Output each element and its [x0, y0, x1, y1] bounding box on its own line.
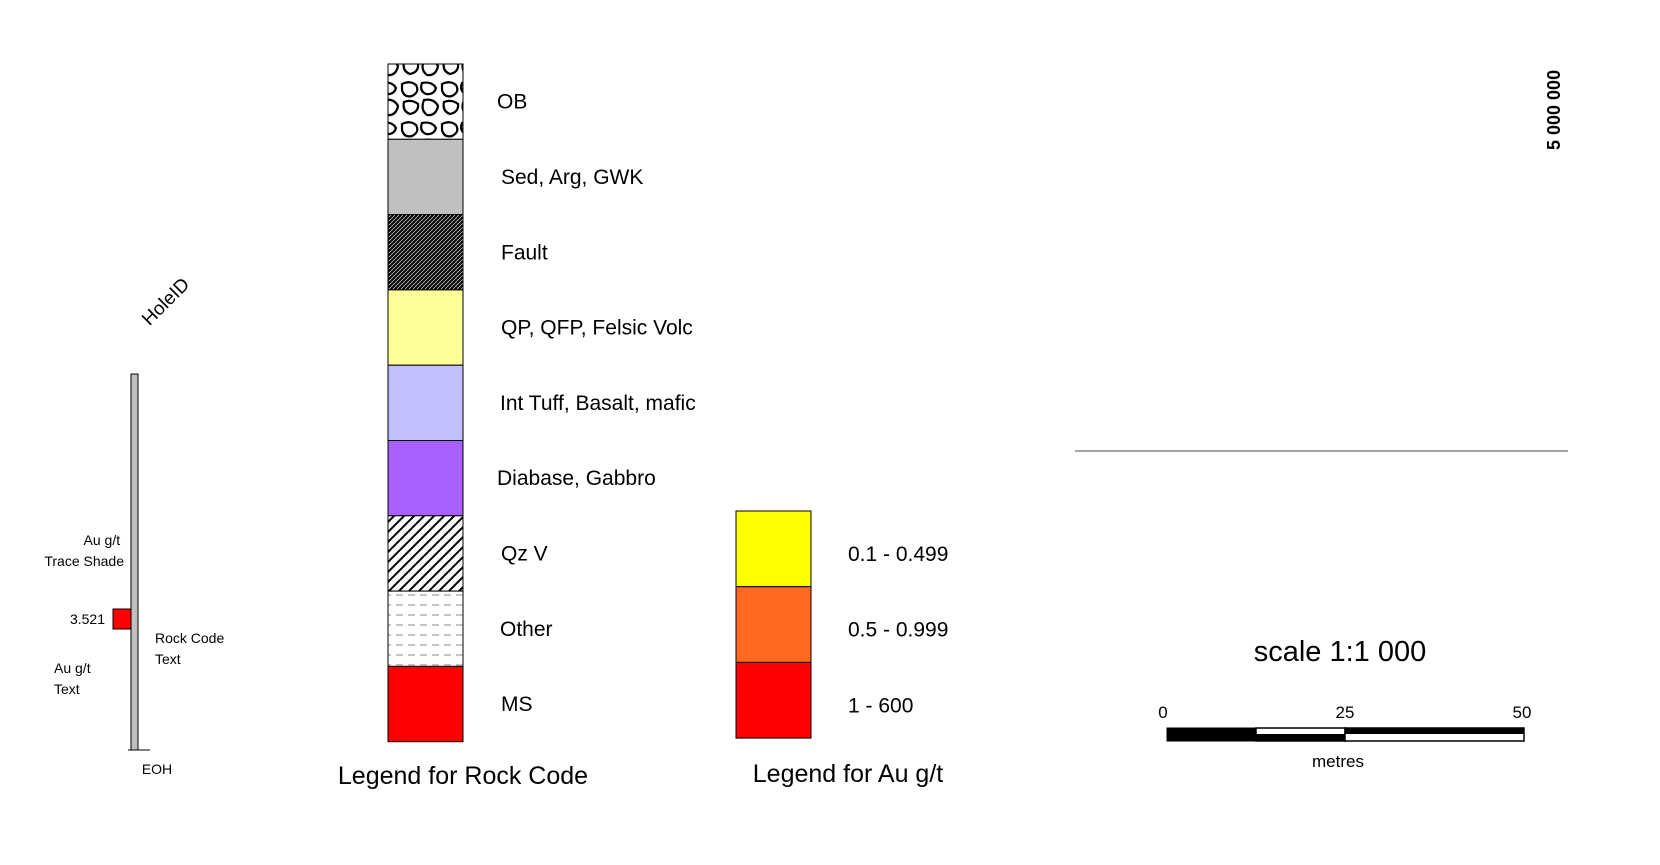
rock-code-swatch	[387, 665, 464, 743]
rock-code-legend-title: Legend for Rock Code	[338, 762, 588, 790]
scale-title: scale 1:1 000	[1254, 636, 1427, 668]
rock-code-label: QP, QFP, Felsic Volc	[501, 317, 693, 340]
scale-tick-50: 50	[1513, 703, 1532, 722]
scale-segment-1	[1166, 727, 1257, 742]
rock-code-swatch	[387, 214, 464, 291]
au-grade-label: 1 - 600	[848, 694, 913, 717]
au-legend-title: Legend for Au g/t	[753, 760, 943, 788]
rock-code-swatch	[387, 515, 464, 592]
au-shade-marker	[112, 608, 132, 630]
rock-code-legend: OB Sed, Arg, GWK Fault QP, QFP, Felsic Volc…	[387, 63, 696, 743]
au-text-label: Au g/t Text	[54, 660, 94, 697]
rock-code-swatch	[387, 138, 464, 216]
corner-northing-label: 5 000 000	[1544, 70, 1564, 150]
scale-segment-3-fill	[1345, 728, 1524, 734]
rock-code-swatch	[387, 289, 464, 366]
au-grade-swatch	[735, 661, 812, 739]
au-grade-label: 0.1 - 0.499	[848, 543, 948, 566]
au-legend: 0.1 - 0.499 0.5 - 0.999 1 - 600	[735, 510, 948, 739]
rock-code-label: MS	[501, 693, 533, 716]
hole-id-label: HoleID	[138, 274, 194, 330]
hole-trace-key: HoleID Au g/t Trace Shade 3.521 Rock Cod…	[44, 274, 228, 777]
rock-code-label: Qz V	[501, 542, 548, 565]
au-value: 3.521	[70, 611, 105, 627]
au-grade-swatch	[735, 510, 812, 588]
rock-code-label: Int Tuff, Basalt, mafic	[500, 392, 696, 415]
rock-code-label: Diabase, Gabbro	[497, 467, 656, 490]
rock-code-text-label: Rock Code Text	[155, 630, 228, 667]
rock-code-label: Fault	[501, 241, 548, 264]
rock-code-swatch	[387, 364, 464, 442]
au-grade-label: 0.5 - 0.999	[848, 619, 948, 642]
au-grade-swatch	[735, 586, 812, 663]
hole-trace-bar	[130, 373, 139, 751]
scale-tick-0: 0	[1158, 703, 1167, 722]
rock-code-label: OB	[497, 91, 527, 114]
eoh-label: EOH	[142, 761, 172, 777]
scale-tick-25: 25	[1336, 703, 1355, 722]
rock-code-label: Other	[500, 618, 553, 641]
scale-segment-2-fill	[1256, 734, 1345, 741]
au-trace-shade-label: Au g/t Trace Shade	[44, 532, 124, 569]
scale-unit: metres	[1312, 752, 1364, 771]
scale-bar: scale 1:1 000 0 25 50 metres	[1158, 636, 1531, 771]
rock-code-swatch	[387, 440, 464, 517]
rock-code-swatch	[387, 63, 464, 140]
rock-code-label: Sed, Arg, GWK	[501, 166, 643, 189]
rock-code-swatch	[387, 590, 464, 667]
